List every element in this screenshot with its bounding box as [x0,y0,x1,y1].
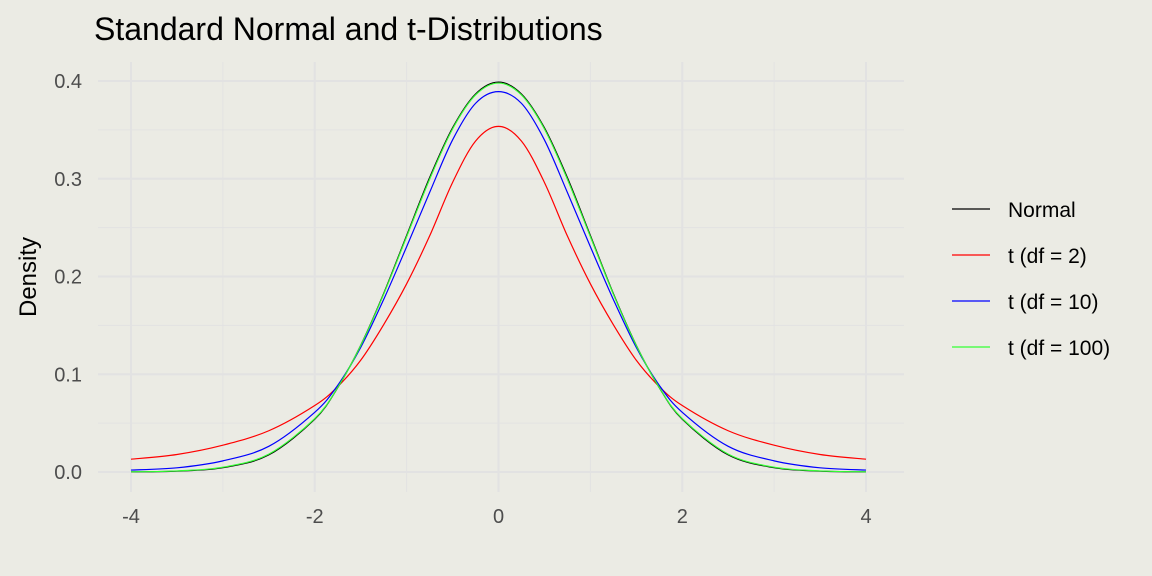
x-tick-label: -4 [122,506,140,528]
grid [98,62,904,492]
series-line-t-df-100 [130,82,867,473]
y-tick-label: 0.2 [54,267,82,289]
x-tick-label: 4 [860,506,871,528]
y-tick-label: 0.1 [54,364,82,386]
chart-title: Standard Normal and t-Distributions [94,11,603,47]
x-axis-ticks: -4 -2 0 2 4 [122,506,871,528]
series-lines [130,81,867,473]
x-tick-label: 2 [677,506,688,528]
series-line-t-df-2 [130,125,867,460]
y-tick-label: 0.4 [54,71,82,93]
x-tick-label: 0 [493,506,504,528]
series-line-t-df-10 [130,91,867,471]
legend-label: t (df = 100) [1008,337,1110,360]
legend-label: Normal [1008,199,1076,222]
legend: Normal t (df = 2) t (df = 10) t (df = 100) [952,199,1110,360]
x-tick-label: -2 [306,506,324,528]
legend-label: t (df = 10) [1008,291,1098,314]
y-axis-label: Density [15,237,42,317]
y-axis-ticks: 0.0 0.1 0.2 0.3 0.4 [54,71,82,484]
y-tick-label: 0.0 [54,462,82,484]
legend-label: t (df = 2) [1008,245,1087,268]
y-tick-label: 0.3 [54,169,82,191]
